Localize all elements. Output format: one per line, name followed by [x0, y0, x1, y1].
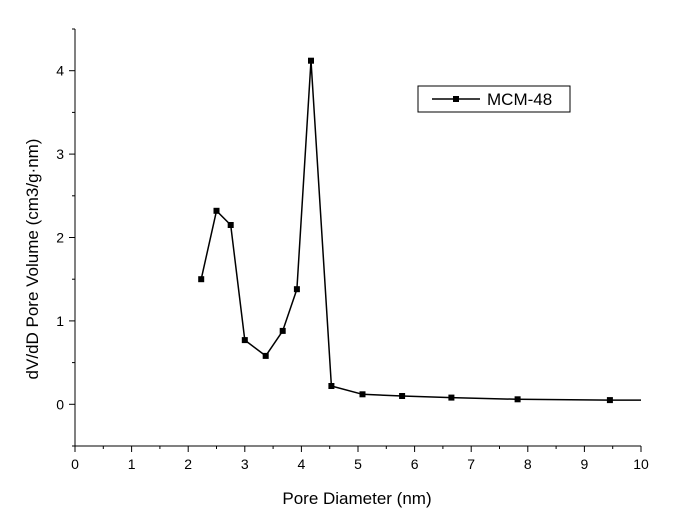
- data-point: [241, 337, 248, 344]
- x-tick-label: 5: [354, 456, 362, 472]
- data-point: [448, 394, 455, 401]
- data-point: [308, 57, 314, 64]
- y-tick-label: 2: [56, 230, 64, 246]
- data-point: [359, 391, 366, 398]
- data-point: [293, 286, 300, 293]
- x-tick-label: 4: [298, 456, 306, 472]
- data-point: [198, 276, 205, 283]
- data-point: [213, 207, 220, 214]
- legend-marker-sample: [453, 96, 459, 102]
- legend-label: MCM-48: [487, 90, 552, 109]
- x-tick-label: 0: [71, 456, 79, 472]
- data-point: [328, 383, 335, 389]
- x-tick-label: 9: [581, 456, 589, 472]
- x-tick-label: 6: [411, 456, 419, 472]
- x-tick-label: 10: [633, 456, 649, 472]
- data-point: [279, 327, 286, 334]
- data-point: [514, 396, 521, 403]
- data-point: [262, 352, 269, 359]
- x-axis-ticks: 0 1 2 3 4 5 6 7 8 9 10: [71, 446, 649, 472]
- x-tick-label: 1: [128, 456, 136, 472]
- y-tick-label: 1: [56, 313, 64, 329]
- x-tick-label: 8: [524, 456, 532, 472]
- y-axis-ticks: 0 1 2 3 4: [56, 28, 75, 447]
- data-point: [606, 397, 613, 404]
- x-tick-label: 7: [467, 456, 475, 472]
- x-tick-label: 3: [241, 456, 249, 472]
- data-point: [399, 393, 406, 399]
- x-tick-label: 2: [184, 456, 192, 472]
- y-tick-label: 0: [56, 396, 64, 412]
- data-point: [227, 222, 234, 228]
- y-tick-label: 3: [56, 146, 64, 162]
- y-tick-label: 4: [56, 63, 64, 79]
- legend: MCM-48: [417, 85, 571, 113]
- y-axis-title: dV/dD Pore Volume (cm3/g·nm): [23, 139, 42, 380]
- x-axis-title: Pore Diameter (nm): [282, 489, 431, 508]
- series-layer: [198, 57, 641, 404]
